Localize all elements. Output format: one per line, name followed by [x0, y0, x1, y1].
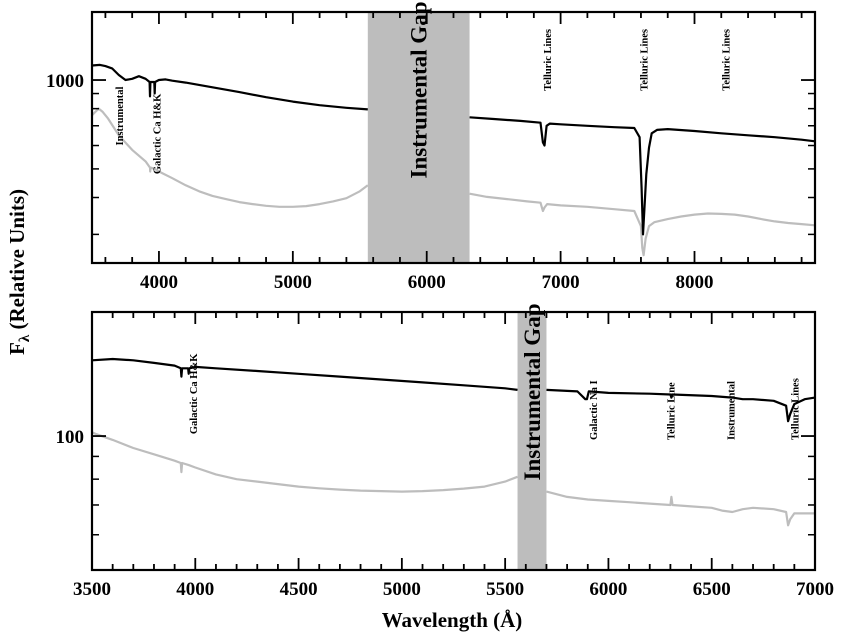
x-axis-title: Wavelength (Å) — [382, 608, 523, 632]
bottom-panel-y-tick-label: 100 — [56, 427, 85, 448]
bottom-panel-series-line-upper-red-side — [546, 388, 816, 423]
bottom-panel-x-tick-label: 5500 — [486, 579, 524, 600]
top-panel-x-tick-label: 6000 — [408, 272, 446, 293]
top-panel-x-tick-label: 8000 — [676, 272, 714, 293]
bottom-panel-gap-label: Instrumental Gap — [520, 304, 545, 481]
bottom-panel-x-tick-label: 3500 — [73, 579, 111, 600]
bottom-panel-x-tick-label: 4500 — [280, 579, 318, 600]
bottom-panel-x-tick-label: 5000 — [383, 579, 421, 600]
top-panel-annotation: Instrumental — [115, 87, 126, 146]
top-panel-annotation: Telluric Lines — [543, 29, 554, 91]
bottom-panel-frame — [90, 310, 817, 572]
bottom-panel-annotation: Galactic Ca H&K — [189, 353, 200, 434]
top-panel-x-tick-label: 4000 — [140, 272, 178, 293]
bottom-panel-annotation: Galactic Na I — [589, 380, 600, 440]
bottom-panel-annotation: Telluric Lines — [790, 378, 801, 440]
top-panel-annotation: Telluric Lines — [640, 29, 651, 91]
top-panel-x-tick-label: 5000 — [274, 272, 312, 293]
top-panel: 1000 4000 5000 6000 7000 8000 Instrumental Gap… — [46, 2, 817, 293]
bottom-panel-annotation: Telluric Line — [666, 382, 677, 440]
bottom-panel-x-tick-label: 6500 — [693, 579, 731, 600]
top-panel-gap-label: Instrumental Gap — [407, 2, 432, 179]
bottom-panel-series-line-lower-blue-side — [91, 431, 518, 493]
bottom-panel-annotation: Instrumental — [726, 381, 737, 440]
top-panel-x-tick-label: 7000 — [542, 272, 580, 293]
bottom-panel-series-line-upper-blue-side — [91, 357, 518, 391]
bottom-panel-x-tick-label: 7000 — [796, 579, 834, 600]
top-panel-gap-band — [367, 12, 470, 263]
top-panel-annotation: Galactic Ca H&K — [152, 93, 163, 174]
bottom-panel-x-tick-label: 4000 — [176, 579, 214, 600]
bottom-panel: 100 3500 4000 4500 5000 5500 6000 6500 7000 Instr… — [56, 304, 835, 601]
y-axis-title-main: F — [5, 342, 29, 355]
y-axis-title-subscript: λ — [17, 334, 33, 342]
top-panel-series-line-lower-red-side — [469, 192, 816, 257]
top-panel-frame — [90, 10, 817, 265]
top-panel-y-tick-label: 1000 — [46, 71, 84, 92]
top-panel-series-line-upper-blue-side — [91, 63, 368, 111]
top-panel-annotation: Telluric Lines — [721, 29, 732, 91]
y-axis-title-rest: (Relative Units) — [5, 189, 29, 335]
y-axis-title: Fλ (Relative Units) — [5, 189, 33, 355]
bottom-panel-gap-band — [517, 312, 547, 570]
top-panel-series-line-lower-blue-side — [91, 107, 369, 208]
bottom-panel-x-tick-label: 6000 — [589, 579, 627, 600]
bottom-panel-series-line-lower-red-side — [546, 490, 815, 527]
top-panel-series-line-upper-red-side — [469, 116, 816, 236]
